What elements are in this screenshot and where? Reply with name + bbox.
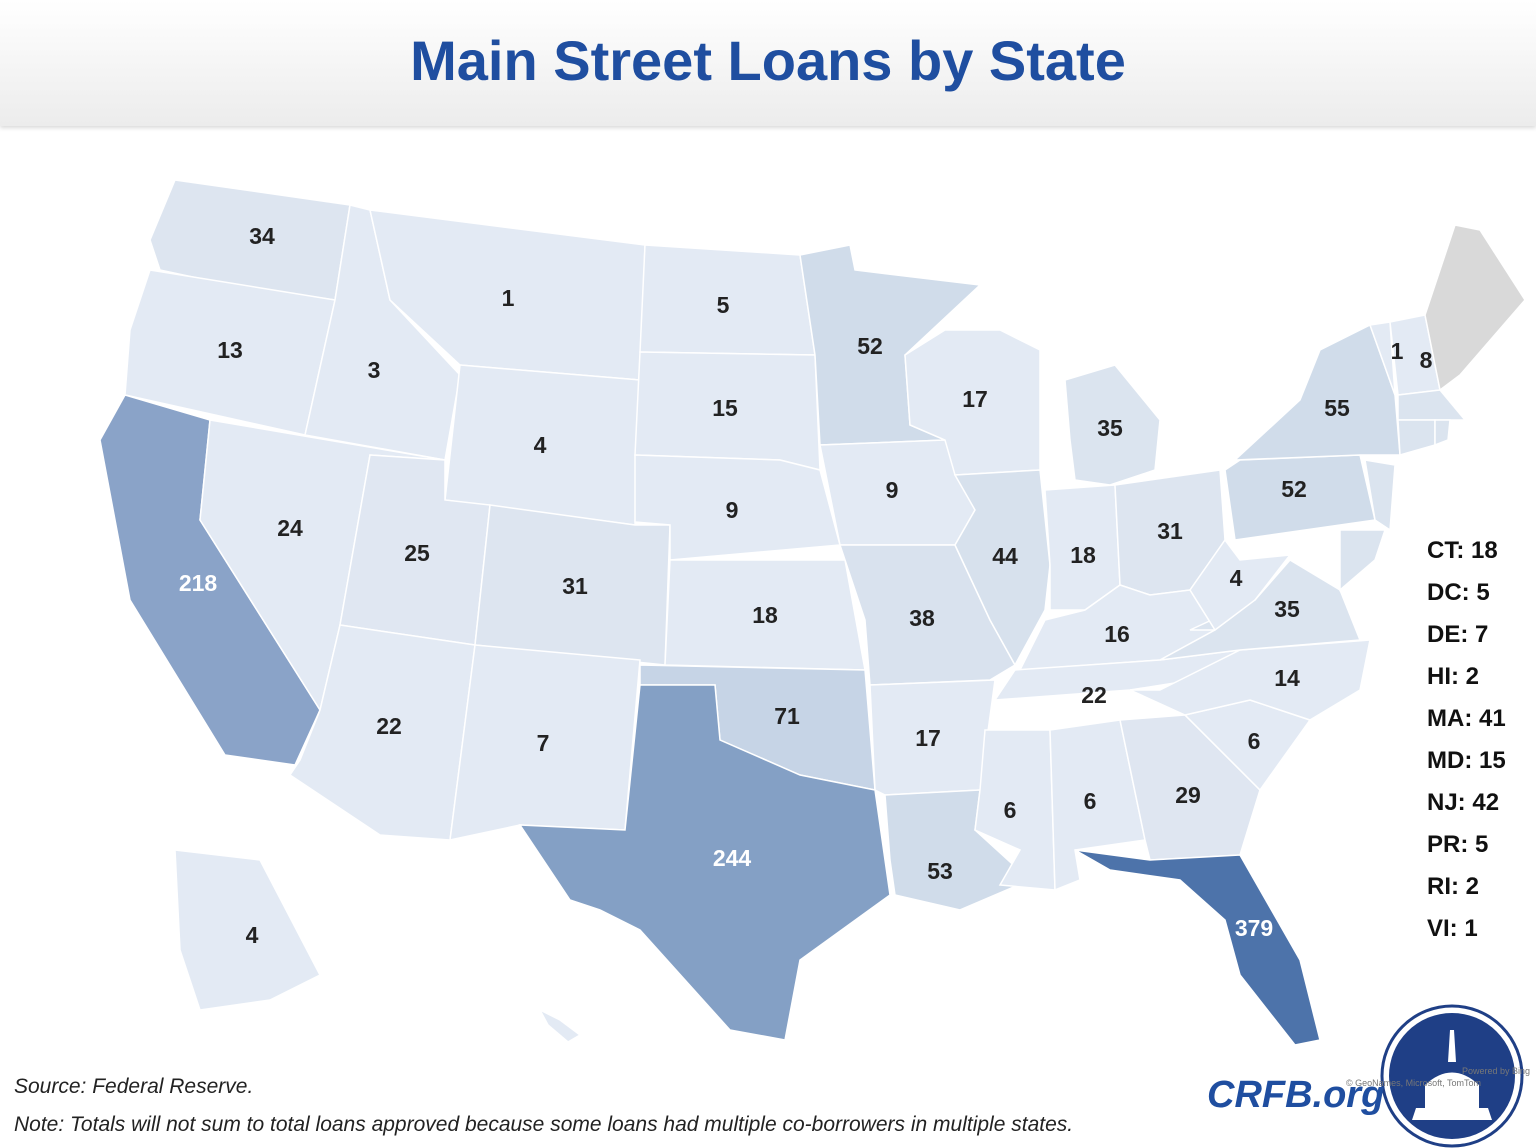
state-shape [538,1008,582,1043]
state-shape [953,469,1051,667]
state-shape [1339,529,1387,592]
state-value: 244 [713,845,752,871]
state-shape [174,849,322,1011]
state-value: 31 [562,573,588,599]
state-value: 5 [717,292,730,318]
state-value: 71 [774,703,800,729]
state-value: 14 [1274,665,1300,691]
state-value: 16 [1104,621,1130,647]
other-state-value: HI: 2 [1427,663,1480,690]
state-value: 52 [857,333,883,359]
other-state-value: MD: 15 [1427,747,1506,774]
title: Main Street Loans by State [410,29,1126,92]
other-state-value: DC: 5 [1427,579,1490,606]
state-shape [1368,321,1396,396]
state-value: 53 [927,858,953,884]
note: Note: Totals will not sum to total loans… [14,1113,1074,1136]
state-value: 7 [537,730,550,756]
state-value: 1 [502,285,515,311]
source: Source: Federal Reserve. [14,1075,254,1098]
other-state-value: RI: 2 [1427,873,1480,900]
state-value: 1 [1391,338,1404,364]
other-state-value: CT: 18 [1427,537,1498,564]
small-states [538,389,1467,1043]
state-shape [1424,224,1526,392]
state-shape [518,684,891,1041]
state-shape [634,454,841,561]
state-shape [1232,323,1401,461]
state-value: 25 [404,540,430,566]
state-value: 17 [962,386,988,412]
state-value: 6 [1248,728,1261,754]
state-shape [1159,559,1362,661]
header: Main Street Loans by State [0,0,1536,126]
state-shape [1397,419,1436,456]
state-value: 22 [376,713,402,739]
brand: CRFB.org [1207,1074,1385,1116]
state-value: 18 [752,602,778,628]
state-value: 3 [368,357,381,383]
attribution: Powered by Bing [1462,1066,1531,1076]
state-value: 17 [915,725,941,751]
state-value: 6 [1004,797,1017,823]
state-value: 18 [1070,542,1096,568]
state-value: 218 [179,570,218,596]
state-value: 9 [886,477,899,503]
state-value: 22 [1081,682,1107,708]
state-value: 55 [1324,395,1350,421]
state-value: 13 [217,337,243,363]
attribution: © GeoNames, Microsoft, TomTom [1346,1078,1481,1088]
state-value: 379 [1235,915,1273,941]
state-shape [1074,849,1321,1046]
state-value: 35 [1274,596,1300,622]
state-shape [1397,389,1467,421]
state-value: 15 [712,395,738,421]
state-value: 6 [1084,788,1097,814]
state-value: 44 [992,543,1018,569]
state-value: 29 [1175,782,1201,808]
state-value: 31 [1157,518,1183,544]
state-shape [124,269,336,436]
other-state-value: MA: 41 [1427,705,1506,732]
state-value: 35 [1097,415,1123,441]
other-state-value: DE: 7 [1427,621,1489,648]
other-states: CT: 18 DC: 5 DE: 7 HI: 2 MA: 41 MD: 15 NJ: 42 P… [1427,533,1506,953]
state-shape [1224,454,1376,541]
state-shape [1189,538,1292,632]
other-state-value: NJ: 42 [1427,789,1500,816]
state-value: 4 [534,432,547,458]
state-shape [1364,459,1396,532]
other-state-value: VI: 1 [1427,915,1478,942]
state-shape [474,504,671,666]
state-shape [1064,364,1161,486]
state-value: 38 [909,605,935,631]
logo [1380,1004,1524,1148]
state-value: 4 [246,922,259,948]
state-value: 52 [1281,476,1307,502]
state-value: 34 [249,223,275,249]
state-value: 4 [1230,565,1243,591]
state-value: 9 [726,497,739,523]
state-value: 24 [277,515,303,541]
other-state-value: PR: 5 [1427,831,1489,858]
state-value: 8 [1420,347,1433,373]
state-shape [1434,419,1451,447]
